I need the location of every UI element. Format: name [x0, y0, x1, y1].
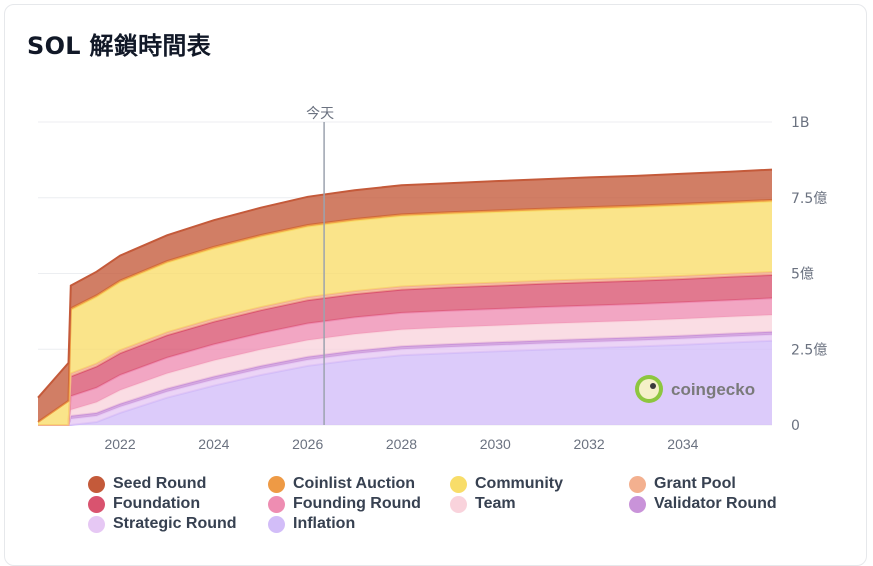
- legend-item-founding-round[interactable]: Founding Round: [268, 494, 421, 514]
- x-tick-label: 2028: [386, 436, 417, 452]
- coingecko-logo-inner: [639, 379, 659, 399]
- legend-item-validator-round[interactable]: Validator Round: [629, 494, 777, 514]
- coingecko-logo-eye: [650, 383, 656, 389]
- legend-item-community[interactable]: Community: [450, 474, 563, 494]
- legend-label: Community: [475, 475, 563, 492]
- area-seed-round[interactable]: [38, 169, 772, 422]
- y-tick-label: 2.5億: [791, 342, 827, 358]
- legend-dot-icon: [629, 495, 646, 513]
- legend-dot-icon: [450, 495, 467, 513]
- x-tick-label: 2032: [574, 436, 605, 452]
- y-tick-label: 5億: [791, 267, 814, 283]
- legend-item-coinlist-auction[interactable]: Coinlist Auction: [268, 474, 415, 494]
- y-tick-label: 0: [791, 418, 800, 434]
- legend-label: Strategic Round: [113, 515, 237, 532]
- legend-item-team[interactable]: Team: [450, 494, 516, 514]
- today-label: 今天: [306, 106, 334, 122]
- legend-label: Grant Pool: [654, 475, 736, 492]
- line-seed-round: [37, 168, 773, 399]
- x-tick-label: 2024: [198, 436, 229, 452]
- legend-dot-icon: [450, 475, 467, 493]
- stacked-areas: [37, 168, 773, 426]
- legend-dot-icon: [88, 515, 105, 533]
- x-tick-label: 2022: [104, 436, 135, 452]
- legend-item-inflation[interactable]: Inflation: [268, 514, 355, 534]
- legend-label: Foundation: [113, 495, 201, 512]
- x-tick-label: 2026: [292, 436, 323, 452]
- legend-label: Validator Round: [654, 495, 777, 512]
- legend-label: Seed Round: [113, 475, 207, 492]
- legend-item-foundation[interactable]: Foundation: [88, 494, 200, 514]
- area-inflation[interactable]: [38, 340, 772, 425]
- y-tick-label: 1B: [791, 115, 810, 131]
- legend-label: Coinlist Auction: [293, 475, 416, 492]
- x-tick-label: 2030: [480, 436, 511, 452]
- legend-dot-icon: [268, 495, 285, 513]
- unlock-chart: 今天 0 2.5億 5億 7.5億 1B 2022 2024 2026 2028 2030 2032…: [37, 106, 827, 452]
- legend-dot-icon: [629, 475, 646, 493]
- axis-labels: 0 2.5億 5億 7.5億 1B 2022 2024 2026 2028 2030 2032 203…: [104, 115, 827, 452]
- area-founding-round[interactable]: [38, 298, 772, 425]
- legend-label: Founding Round: [293, 495, 421, 512]
- legend-label: Team: [475, 495, 516, 512]
- legend-dot-icon: [268, 475, 285, 493]
- chart-title: SOL 解鎖時間表: [27, 32, 212, 60]
- legend-dot-icon: [88, 495, 105, 513]
- today-marker: 今天: [306, 106, 334, 425]
- area-team[interactable]: [38, 315, 772, 425]
- area-foundation[interactable]: [38, 275, 772, 425]
- coingecko-watermark: coingecko: [635, 375, 755, 403]
- watermark-text: coingecko: [671, 380, 755, 399]
- legend-item-grant-pool[interactable]: Grant Pool: [629, 474, 736, 494]
- x-tick-label: 2034: [667, 436, 698, 452]
- area-strategic-round[interactable]: [38, 334, 772, 425]
- legend-label: Inflation: [293, 515, 356, 532]
- legend-item-strategic-round[interactable]: Strategic Round: [88, 514, 237, 534]
- y-tick-label: 7.5億: [791, 191, 827, 207]
- legend-item-seed-round[interactable]: Seed Round: [88, 474, 206, 494]
- legend-dot-icon: [268, 515, 285, 533]
- legend-dot-icon: [88, 475, 105, 493]
- area-community[interactable]: [38, 201, 772, 425]
